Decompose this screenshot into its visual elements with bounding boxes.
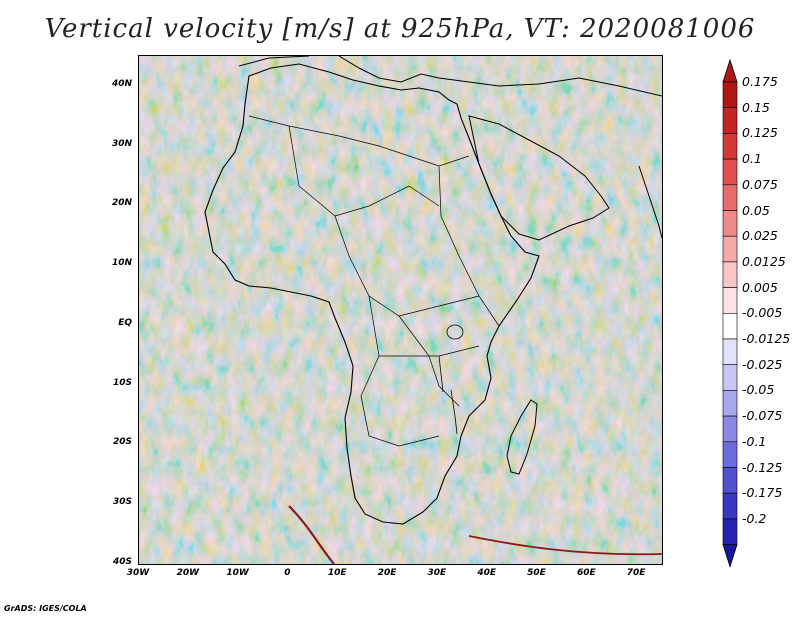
- map-title: Vertical velocity [m/s] at 925hPa, VT: 2…: [44, 14, 756, 44]
- colorbar-level-label: 0.075: [742, 176, 778, 192]
- colorbar-level-label: -0.125: [742, 459, 783, 475]
- colorbar-level-label: 0.005: [742, 279, 778, 295]
- lat-tick-label: 20N: [111, 198, 132, 209]
- colorbar-swatch: [722, 184, 738, 211]
- africa-coastline: [204, 63, 540, 525]
- colorbar-level-label: -0.0125: [742, 331, 791, 346]
- lon-tick-label: 30W: [126, 568, 150, 578]
- colorbar-level-label: -0.1: [742, 433, 767, 449]
- lon-tick-label: 60E: [576, 568, 596, 578]
- lat-tick-label: 30S: [112, 497, 132, 508]
- lat-tick-label: 40S: [112, 557, 132, 567]
- colorbar-level-label: -0.05: [742, 382, 775, 398]
- lon-tick-label: 10W: [226, 568, 249, 578]
- colorbar-swatch: [722, 81, 738, 109]
- field-noise-texture-red: [139, 56, 662, 564]
- lon-tick-label: 20E: [377, 568, 397, 578]
- colorbar-level-label: 0.05: [742, 202, 770, 218]
- colorbar-level-label: -0.075: [742, 408, 783, 424]
- lat-tick-label: 10N: [111, 258, 132, 269]
- colorbar-swatch: [722, 492, 738, 520]
- colorbar-level-label: 0.1: [742, 151, 762, 167]
- colorbar-swatch: [722, 467, 738, 494]
- lat-tick-label: 20S: [112, 437, 132, 448]
- lat-tick-label: 40N: [111, 78, 132, 89]
- rift-lakes: [438, 355, 458, 435]
- lon-tick-label: 0: [284, 568, 291, 578]
- lat-tick-label: EQ: [118, 317, 132, 328]
- colorbar-level-label: -0.025: [742, 356, 783, 372]
- lat-tick-label: 10S: [112, 377, 132, 388]
- colorbar-top-arrow: [722, 58, 738, 83]
- colorbar-swatch: [722, 338, 738, 366]
- lon-tick-label: 40E: [477, 568, 496, 578]
- colorbar-swatch: [722, 415, 738, 443]
- map-frame: [138, 55, 663, 565]
- colorbar-bottom-arrow: [722, 544, 738, 568]
- velocity-field-map: [139, 56, 662, 564]
- lon-tick-label: 10E: [327, 568, 347, 578]
- lon-tick-label: 70E: [626, 568, 646, 578]
- colorbar-level-label: 0.025: [742, 228, 778, 244]
- europe-coastline: [238, 56, 662, 97]
- lon-tick-label: 30E: [427, 568, 447, 578]
- colorbar-swatch: [722, 235, 738, 263]
- southern-ocean-streak-2: [468, 535, 662, 556]
- southern-ocean-streak-1: [288, 505, 335, 564]
- colorbar-level-label: 0.175: [742, 74, 778, 89]
- india-coastline: [638, 165, 662, 239]
- colorbar-level-label: -0.2: [742, 510, 767, 526]
- colorbar-swatch: [722, 312, 738, 340]
- colorbar-level-label: 0.125: [742, 125, 778, 141]
- colorbar-level-label: -0.175: [742, 485, 783, 501]
- grads-credit: GrADS: IGES/COLA: [4, 604, 87, 613]
- colorbar-swatch: [722, 364, 738, 391]
- colorbar-swatch: [722, 518, 738, 545]
- colorbar-swatch: [722, 390, 738, 417]
- colorbar-swatch: [722, 261, 738, 288]
- lon-tick-label: 50E: [527, 568, 546, 578]
- colorbar-swatch: [722, 107, 738, 134]
- colorbar-level-label: -0.005: [742, 305, 783, 321]
- lat-tick-label: 30N: [111, 138, 132, 149]
- lake-victoria: [446, 324, 464, 340]
- colorbar-swatch: [722, 210, 738, 237]
- country-borders: [248, 115, 500, 447]
- colorbar-level-label: 0.15: [742, 99, 770, 115]
- colorbar-swatch: [722, 441, 738, 468]
- arabia-coastline: [468, 115, 610, 241]
- colorbar-level-label: 0.0125: [742, 253, 786, 269]
- madagascar-coastline: [506, 399, 538, 475]
- colorbar-swatch: [722, 287, 738, 314]
- colorbar-swatch: [722, 158, 738, 186]
- colorbar-swatch: [722, 133, 738, 160]
- lon-tick-label: 20W: [176, 568, 200, 578]
